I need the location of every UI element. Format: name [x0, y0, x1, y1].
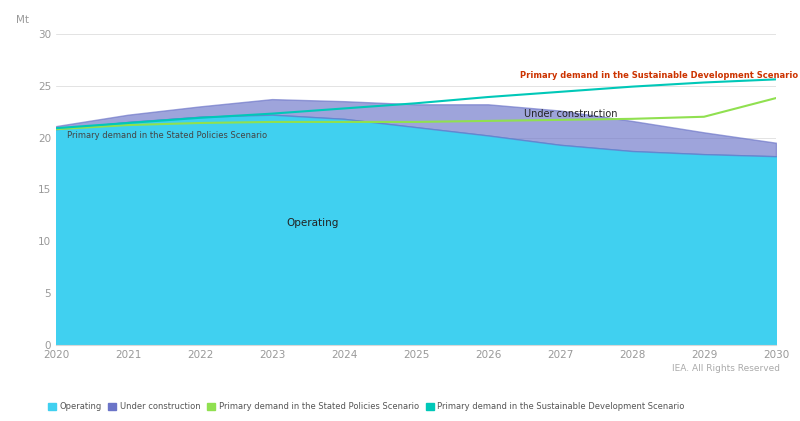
- Text: Under construction: Under construction: [524, 109, 618, 119]
- Text: IEA. All Rights Reserved: IEA. All Rights Reserved: [672, 364, 780, 373]
- Text: Primary demand in the Stated Policies Scenario: Primary demand in the Stated Policies Sc…: [67, 131, 267, 140]
- Text: Mt: Mt: [17, 15, 30, 25]
- Text: Primary demand in the Sustainable Development Scenario: Primary demand in the Sustainable Develo…: [520, 71, 798, 80]
- Legend: Operating, Under construction, Primary demand in the Stated Policies Scenario, P: Operating, Under construction, Primary d…: [44, 399, 688, 415]
- Text: Operating: Operating: [286, 218, 338, 228]
